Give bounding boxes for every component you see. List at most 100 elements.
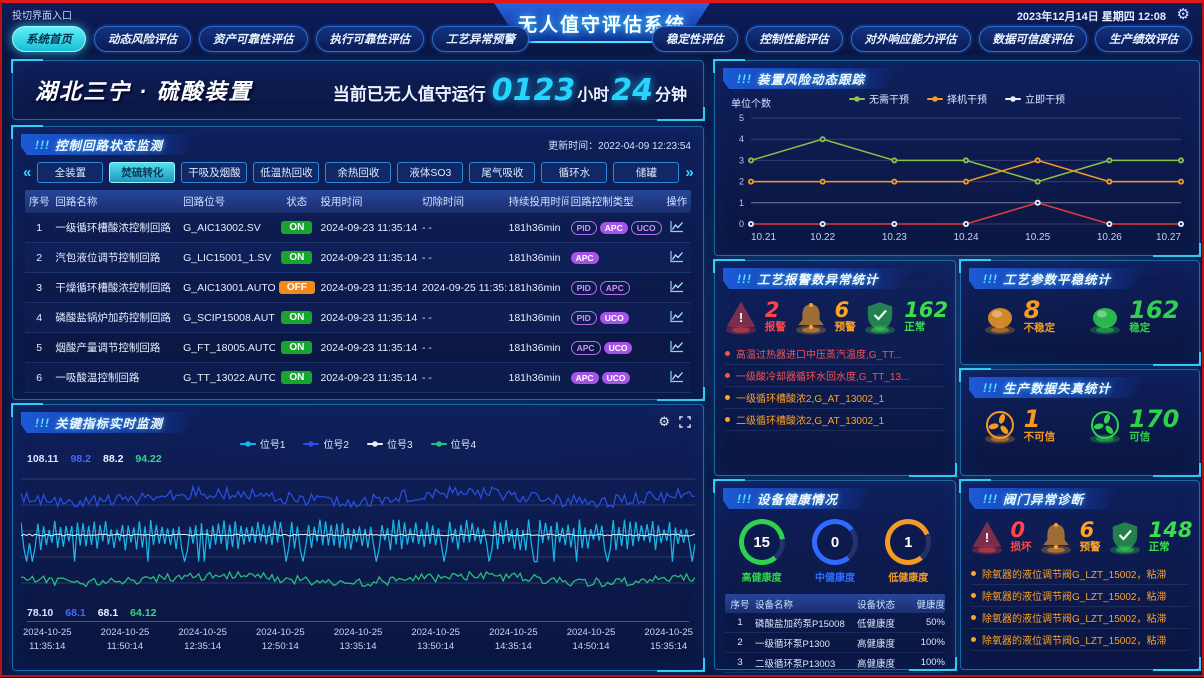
cell-start-time: 2024-09-23 11:35:14 [320, 341, 418, 354]
legend-item[interactable]: 位号1 [239, 436, 285, 451]
stat-label: 不稳定 [1023, 322, 1056, 335]
fan-icon [1090, 411, 1121, 444]
legend-item[interactable]: 立即干预 [1005, 91, 1065, 106]
loop-filter-3[interactable]: 低温热回收 [253, 162, 320, 183]
cell-start-time: 2024-09-23 11:35:14 [320, 251, 418, 264]
column-header: 持续投用时间 [508, 196, 569, 208]
stat-text: 148 正常 [1149, 519, 1193, 552]
loop-filter-1[interactable]: 焚硫转化 [109, 162, 176, 183]
bullet-icon [725, 373, 730, 378]
stat-value: 1 [1023, 404, 1041, 433]
nav-tab-right-1[interactable]: 控制性能评估 [745, 26, 843, 52]
gear-icon[interactable]: ⚙ [1176, 6, 1190, 23]
runtime-counter: 当前已无人值守运行 0123 小时 24 分钟 [333, 73, 687, 108]
trend-chart-icon[interactable] [670, 310, 684, 323]
title-bang: !!! [983, 380, 998, 395]
trend-chart-icon[interactable] [670, 340, 684, 353]
column-header: 投用时间 [320, 196, 363, 208]
nav-tab-right-0[interactable]: 稳定性评估 [652, 26, 738, 52]
nav-tab-left-1[interactable]: 动态风险评估 [94, 26, 191, 52]
cell-start-time: 2024-09-23 11:35:14 [320, 281, 418, 294]
legend-label: 择机干预 [947, 95, 987, 106]
list-item: 除氧器的液位调节阀G_LZT_15002，粘滞 [971, 607, 1189, 629]
nav-tab-left-0[interactable]: 系统首页 [12, 26, 86, 52]
stat-label: 正常 [904, 320, 926, 333]
kpi-realtime-panel: !!! 关键指标实时监测 ⚙ 位号1 位号2 位号3 位号4 108.11 98.2 88… [11, 403, 705, 672]
table-header-row: 序号 回路名称 回路位号 状态 投用时间 切除时间 持续投用时间 回路控制类型 操作 [25, 190, 691, 213]
nav-tab-right-4[interactable]: 生产绩效评估 [1095, 26, 1192, 52]
title-text: 设备健康情况 [757, 493, 839, 507]
metric-value: 68.1 [97, 607, 119, 619]
loop-filter-4[interactable]: 余热回收 [325, 162, 392, 183]
trend-chart-icon[interactable] [670, 220, 684, 233]
risk-legend: 无需干预 择机干预 立即干预 [715, 91, 1199, 106]
svg-text:10.27: 10.27 [1156, 232, 1181, 243]
loop-filter-7[interactable]: 循环水 [541, 162, 608, 183]
title-text: 工艺报警数异常统计 [757, 273, 879, 287]
title-text: 阀门异常诊断 [1003, 493, 1085, 507]
health-rings: 15 高健康度 0 中健康度 1 低健康度 [715, 519, 955, 584]
valve-diagnosis-panel: !!! 阀门异常诊断 ! 0 损坏 6 预警 148 正常 除氧器的液位调节阀G_LZT_1… [959, 479, 1201, 671]
title-text: 工艺参数平稳统计 [1003, 273, 1112, 287]
trend-chart-icon[interactable] [670, 370, 684, 383]
stat-value: 162 [1129, 295, 1180, 324]
scroll-left-icon[interactable]: « [23, 164, 32, 181]
legend-item[interactable]: 位号4 [430, 436, 476, 451]
legend-item[interactable]: 位号2 [303, 436, 349, 451]
x-axis-label: 2024-10-25 11:35:14 [23, 627, 72, 653]
expand-icon[interactable] [679, 416, 691, 428]
divider [27, 621, 689, 622]
trend-chart-icon[interactable] [670, 280, 684, 293]
list-item-text: 一级循环槽酸浓2,G_AT_13002_1 [736, 394, 885, 405]
panel-title: !!! 装置风险动态跟踪 [723, 68, 900, 89]
cell-start-time: 2024-09-23 11:35:14 [320, 311, 418, 324]
x-axis-label: 2024-10-25 14:35:14 [489, 627, 538, 653]
bullet-icon [971, 615, 976, 620]
nav-tab-left-4[interactable]: 工艺异常预警 [432, 26, 529, 52]
legend-marker [849, 95, 865, 102]
loop-filter-5[interactable]: 液体SO3 [397, 162, 464, 183]
switch-entry-link[interactable]: 投切界面入口 [12, 11, 72, 22]
legend-label: 无需干预 [869, 95, 909, 106]
stat-item: 162 正常 [861, 297, 948, 335]
loop-filter-0[interactable]: 全装置 [37, 162, 104, 183]
loop-filter-2[interactable]: 干吸及烟酸 [181, 162, 248, 183]
cell-cut-time: - - [422, 311, 432, 324]
cell-status: OFF [275, 281, 318, 294]
control-type-badge: UCO [601, 371, 631, 384]
cell: 精硫泵B_P11002B [755, 676, 857, 678]
cell-control-types: APC [569, 251, 663, 264]
cell-loop-tag: G_SCIP15008.AUTO [183, 311, 276, 324]
cell-loop-tag: G_AIC13001.AUTO [183, 281, 276, 294]
loop-filter-8[interactable]: 储罐 [613, 162, 680, 183]
nav-tab-right-2[interactable]: 对外响应能力评估 [850, 26, 971, 52]
legend-marker [1005, 95, 1021, 102]
cell-status: ON [275, 341, 318, 354]
nav-tab-left-2[interactable]: 资产可靠性评估 [199, 26, 308, 52]
nav-tab-right-3[interactable]: 数据可信度评估 [978, 26, 1087, 52]
panel-title: !!! 关键指标实时监测 [21, 412, 198, 433]
svg-text:10.22: 10.22 [810, 232, 835, 243]
cell: 低健康度 [857, 618, 896, 630]
nav-tab-left-3[interactable]: 执行可靠性评估 [315, 26, 424, 52]
gear-icon[interactable]: ⚙ [658, 414, 670, 429]
datetime-text: 2023年12月14日 星期四 12:08 [1016, 11, 1166, 23]
cell-loop-name: 干燥循环槽酸浓控制回路 [55, 282, 171, 294]
table-row: 3 干燥循环槽酸浓控制回路 G_AIC13001.AUTO OFF 2024-09-23… [25, 273, 691, 303]
cell-index: 2 [36, 251, 43, 264]
legend-item[interactable]: 择机干预 [927, 91, 987, 106]
stat-label: 稳定 [1129, 322, 1151, 335]
list-item-text: 二级循环槽酸浓2,G_AT_13002_1 [736, 416, 885, 427]
shield-icon [865, 302, 896, 335]
trend-chart-icon[interactable] [670, 250, 684, 263]
legend-item[interactable]: 无需干预 [849, 91, 909, 106]
x-axis-label: 2024-10-25 12:50:14 [256, 627, 305, 653]
status-badge: OFF [278, 281, 315, 294]
legend-item[interactable]: 位号3 [367, 436, 413, 451]
loop-filter-6[interactable]: 尾气吸收 [469, 162, 536, 183]
scroll-right-icon[interactable]: » [685, 164, 694, 181]
stat-item: 6 预警 [792, 297, 856, 335]
ring-value: 1 [890, 524, 927, 560]
cell-control-types: APC UCO [569, 371, 663, 384]
stat-text: 0 损坏 [1011, 519, 1032, 552]
